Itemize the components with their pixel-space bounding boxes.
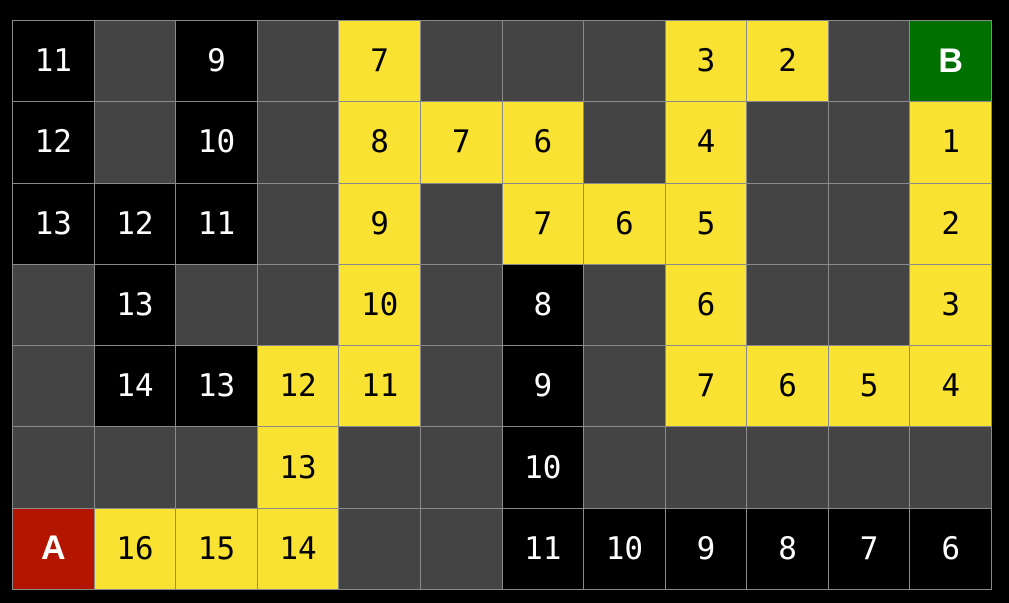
explored-cell: 11 (502, 508, 585, 590)
path-cell: 7 (339, 21, 421, 103)
wall-cell (502, 21, 585, 103)
wall-cell (747, 264, 829, 347)
explored-cell: 11 (176, 183, 258, 265)
path-cell: 3 (910, 264, 992, 347)
wall-cell (176, 264, 258, 347)
explored-cell: 9 (502, 346, 585, 428)
path-cell: 14 (257, 508, 340, 590)
wall-cell (828, 427, 911, 509)
path-cell: 6 (665, 264, 748, 347)
wall-cell (176, 427, 258, 509)
path-cell: 5 (828, 346, 911, 428)
wall-cell (828, 102, 911, 184)
wall-cell (339, 427, 421, 509)
explored-cell: 7 (828, 508, 911, 590)
wall-cell (828, 183, 911, 265)
wall-cell (420, 183, 503, 265)
explored-cell: 10 (584, 508, 666, 590)
maze-grid: 11 9 7 3 2 B 12 10 8 7 6 4 1 13 12 11 9 7 6 5 2 13 10 8 6 3 14 13 12… (12, 20, 992, 590)
explored-cell: 8 (747, 508, 829, 590)
wall-cell (94, 21, 177, 103)
path-cell: 1 (910, 102, 992, 184)
path-cell: 5 (665, 183, 748, 265)
path-cell: 2 (910, 183, 992, 265)
wall-cell (584, 21, 666, 103)
explored-cell: 12 (13, 102, 95, 184)
wall-cell (257, 21, 340, 103)
path-cell: 9 (339, 183, 421, 265)
path-cell: 7 (502, 183, 585, 265)
explored-cell: 9 (665, 508, 748, 590)
wall-cell (257, 264, 340, 347)
wall-cell (584, 427, 666, 509)
path-cell: 11 (339, 346, 421, 428)
path-cell: 2 (747, 21, 829, 103)
path-cell: 15 (176, 508, 258, 590)
path-cell: 6 (502, 102, 585, 184)
path-cell: 6 (584, 183, 666, 265)
wall-cell (747, 183, 829, 265)
wall-cell (13, 264, 95, 347)
path-cell: 8 (339, 102, 421, 184)
wall-cell (747, 102, 829, 184)
wall-cell (584, 264, 666, 347)
explored-cell: 13 (13, 183, 95, 265)
path-cell: 4 (910, 346, 992, 428)
explored-cell: 11 (13, 21, 95, 103)
wall-cell (828, 264, 911, 347)
path-cell: 7 (665, 346, 748, 428)
wall-cell (420, 508, 503, 590)
wall-cell (339, 508, 421, 590)
wall-cell (910, 427, 992, 509)
wall-cell (420, 346, 503, 428)
explored-cell: 12 (94, 183, 177, 265)
wall-cell (584, 102, 666, 184)
wall-cell (747, 427, 829, 509)
explored-cell: 10 (502, 427, 585, 509)
path-cell: 13 (257, 427, 340, 509)
path-cell: 7 (420, 102, 503, 184)
wall-cell (665, 427, 748, 509)
path-cell: 4 (665, 102, 748, 184)
path-cell: 16 (94, 508, 177, 590)
wall-cell (13, 427, 95, 509)
explored-cell: 9 (176, 21, 258, 103)
path-cell: 10 (339, 264, 421, 347)
wall-cell (94, 427, 177, 509)
wall-cell (420, 427, 503, 509)
explored-cell: 13 (94, 264, 177, 347)
goal-cell: B (910, 21, 992, 103)
wall-cell (828, 21, 911, 103)
wall-cell (420, 264, 503, 347)
path-cell: 3 (665, 21, 748, 103)
explored-cell: 10 (176, 102, 258, 184)
wall-cell (257, 102, 340, 184)
explored-cell: 14 (94, 346, 177, 428)
explored-cell: 6 (910, 508, 992, 590)
start-cell: A (13, 508, 95, 590)
path-cell: 12 (257, 346, 340, 428)
wall-cell (94, 102, 177, 184)
wall-cell (13, 346, 95, 428)
wall-cell (257, 183, 340, 265)
explored-cell: 8 (502, 264, 585, 347)
path-cell: 6 (747, 346, 829, 428)
explored-cell: 13 (176, 346, 258, 428)
wall-cell (420, 21, 503, 103)
wall-cell (584, 346, 666, 428)
